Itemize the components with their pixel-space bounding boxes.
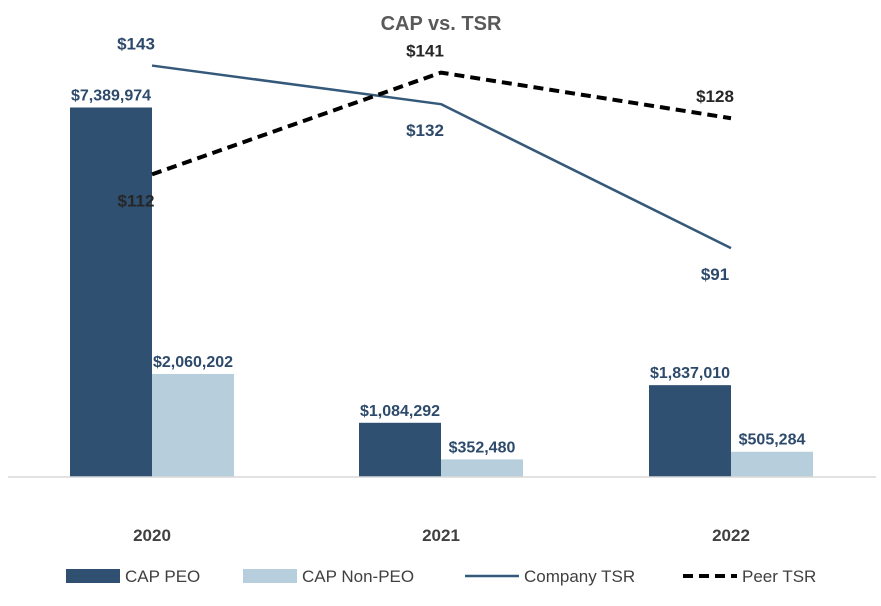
bar-label-cap-non-peo-2020: $2,060,202 <box>153 354 233 371</box>
labels-layer: $7,389,974 $1,084,292 $1,837,010 $2,060,202… <box>71 35 806 457</box>
bar-label-cap-non-peo-2021: $352,480 <box>449 439 516 456</box>
category-label-2020: 2020 <box>133 526 171 545</box>
line-label-peer-tsr-2021: $141 <box>406 42 444 61</box>
legend-cap-non-peo-swatch <box>243 569 297 583</box>
line-label-peer-tsr-2022: $128 <box>696 87 734 106</box>
bars-layer <box>70 107 813 478</box>
bar-cap-non-peo-2022 <box>731 451 813 477</box>
bar-cap-peo-2020 <box>70 107 152 478</box>
bar-label-cap-peo-2022: $1,837,010 <box>650 365 730 382</box>
line-peer-tsr <box>151 70 732 177</box>
legend: CAP PEO CAP Non-PEO Company TSR Peer TSR <box>66 567 816 586</box>
category-label-2022: 2022 <box>712 526 750 545</box>
legend-cap-non-peo-label: CAP Non-PEO <box>302 567 414 586</box>
bar-label-cap-non-peo-2022: $505,284 <box>739 432 806 449</box>
bar-label-cap-peo-2020: $7,389,974 <box>71 88 151 105</box>
bar-cap-peo-2022 <box>649 385 731 477</box>
legend-peer-tsr-label: Peer TSR <box>742 567 816 586</box>
bar-label-cap-peo-2021: $1,084,292 <box>360 403 440 420</box>
bar-cap-non-peo-2021 <box>441 459 523 477</box>
legend-cap-peo-label: CAP PEO <box>125 567 200 586</box>
bar-cap-peo-2021 <box>359 422 441 477</box>
category-label-2021: 2021 <box>422 526 460 545</box>
line-label-company-tsr-2021: $132 <box>406 121 444 140</box>
line-label-company-tsr-2020: $143 <box>117 35 155 54</box>
line-label-company-tsr-2022: $91 <box>701 265 729 284</box>
line-label-peer-tsr-2020: $112 <box>118 191 155 210</box>
bar-cap-non-peo-2020 <box>152 373 234 477</box>
category-axis: 2020 2021 2022 <box>133 526 750 545</box>
lines-layer <box>151 64 732 250</box>
legend-cap-peo-swatch <box>66 569 120 583</box>
chart-title: CAP vs. TSR <box>381 13 502 35</box>
line-company-tsr <box>151 64 732 250</box>
legend-company-tsr-label: Company TSR <box>524 567 635 586</box>
